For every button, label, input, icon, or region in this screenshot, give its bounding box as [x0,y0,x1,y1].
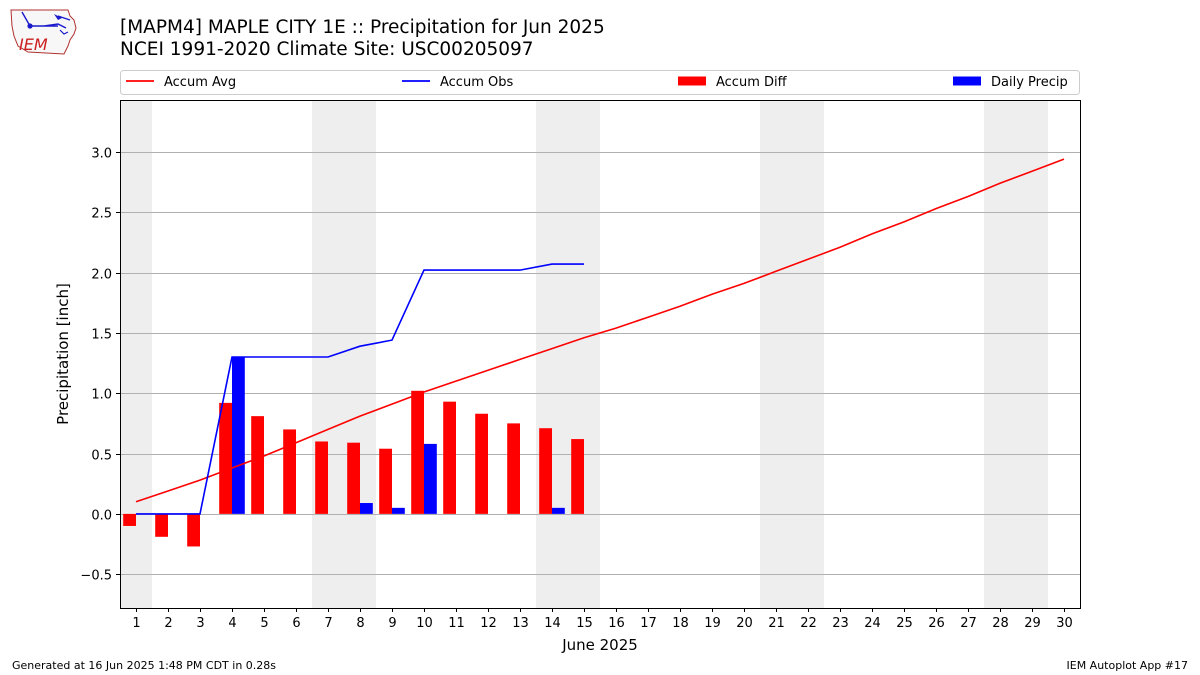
accum-diff-bar [443,401,456,514]
y-tick-label: 2.5 [91,207,112,222]
x-tick-label: 14 [544,616,561,631]
weekend-bands [120,100,1048,608]
x-tick-label: 24 [864,616,881,631]
y-tick-label: 3.0 [91,147,112,162]
x-tick-label: 30 [1056,616,1073,631]
x-tick-label: 4 [228,616,236,631]
chart-subtitle: NCEI 1991-2020 Climate Site: USC00205097 [120,39,534,60]
y-tick-label: 1.0 [91,388,112,403]
x-tick-label: 12 [480,616,497,631]
x-tick-label: 28 [992,616,1009,631]
weekend-band [312,100,376,608]
accum-diff-bar [251,416,264,514]
legend: Accum Avg Accum Obs Accum Diff Daily Precip [120,70,1080,95]
gridlines [120,152,1080,575]
accum-diff-bar [219,402,232,514]
x-tick-label: 3 [196,616,204,631]
x-tick-label: 2 [164,616,172,631]
accum-obs-line [136,263,584,515]
weekend-band [120,100,152,608]
legend-label: Daily Precip [991,75,1068,90]
daily-precip-bar [232,357,245,514]
x-tick-label: 23 [832,616,849,631]
x-tick-label: 19 [704,616,721,631]
daily-precip-bar [424,443,437,514]
accum-diff-bar [507,423,520,514]
accum-avg-line [135,158,1065,503]
daily-precip-bar [552,507,565,514]
x-tick-label: 26 [928,616,945,631]
accum-diff-bar [283,429,296,514]
x-tick-label: 6 [292,616,300,631]
footer-generated: Generated at 16 Jun 2025 1:48 PM CDT in … [12,659,277,672]
series-lines [135,158,1065,515]
iem-logo: IEM [8,6,80,62]
y-tick-label: −0.5 [80,569,112,584]
x-tick-label: 17 [640,616,657,631]
x-tick-label: 9 [388,616,396,631]
x-tick-label: 7 [324,616,332,631]
x-axis-label: June 2025 [561,636,638,654]
x-tick-label: 18 [672,616,689,631]
legend-box [120,70,1080,95]
accum-diff-bar [315,441,328,514]
bars [123,357,584,547]
x-tick-label: 22 [800,616,817,631]
x-tick-label: 21 [768,616,785,631]
y-axis-label: Precipitation [inch] [54,283,72,425]
y-tick-label: 1.5 [91,328,112,343]
x-tick-label: 10 [416,616,433,631]
accum-diff-bar [123,513,136,526]
legend-label: Accum Diff [716,75,788,90]
x-tick-label: 29 [1024,616,1041,631]
accum-diff-bar [379,448,392,514]
x-axis: 1 2 3 4 5 6 7 8 9 10 11 12 13 14 15 16 17 18 19 20 21 22 23 24 2… [132,608,1073,631]
plot-frame [120,100,1081,609]
svg-text:IEM: IEM [19,35,48,54]
y-tick-label: 0.0 [91,509,112,524]
accum-diff-bar [571,439,584,514]
legend-label: Accum Obs [440,75,513,90]
accum-diff-bar [155,513,168,537]
x-tick-label: 20 [736,616,753,631]
weekend-band [984,100,1048,608]
y-tick-label: 0.5 [91,449,112,464]
accum-diff-bar [411,390,424,514]
chart-title: [MAPM4] MAPLE CITY 1E :: Precipitation f… [120,17,605,38]
x-tick-label: 25 [896,616,913,631]
legend-swatch [953,76,981,86]
x-tick-label: 11 [448,616,465,631]
legend-swatch [678,76,706,86]
accum-diff-bar [187,513,200,547]
weekend-band [536,100,600,608]
footer-app-id: IEM Autoplot App #17 [1066,659,1189,672]
x-tick-label: 13 [512,616,529,631]
y-tick-label: 2.0 [91,268,112,283]
daily-precip-bar [392,507,405,514]
legend-label: Accum Avg [164,75,236,90]
x-tick-label: 1 [132,616,140,631]
accum-diff-bar [347,442,360,514]
x-tick-label: 27 [960,616,977,631]
weekend-band [760,100,824,608]
x-tick-label: 16 [608,616,625,631]
x-tick-label: 8 [356,616,364,631]
daily-precip-bar [360,503,373,514]
y-axis: −0.5 0.0 0.5 1.0 1.5 2.0 2.5 3.0 [80,147,120,584]
x-tick-label: 5 [260,616,268,631]
x-tick-label: 15 [576,616,593,631]
accum-diff-bar [475,413,488,514]
accum-diff-bar [539,428,552,514]
